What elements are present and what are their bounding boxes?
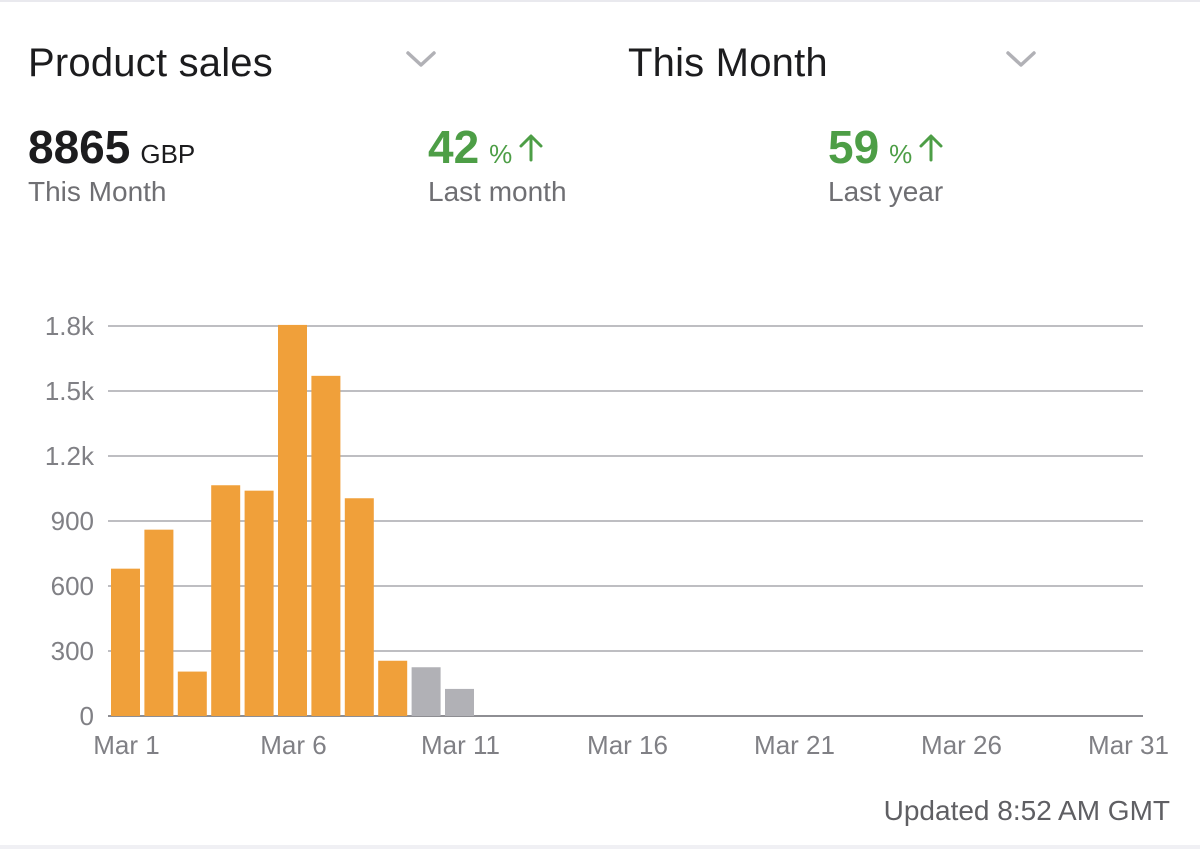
last-month-change-caption: Last month	[428, 176, 567, 207]
y-tick-label: 300	[51, 636, 94, 666]
chevron-down-icon[interactable]	[404, 48, 438, 75]
last-year-change-caption: Last year	[828, 176, 944, 207]
last-year-change-stat: 59 % Last year	[828, 120, 946, 208]
bar-mar-4[interactable]	[211, 485, 241, 716]
total-sales-unit: GBP	[140, 139, 196, 169]
y-tick-label: 1.5k	[45, 376, 95, 406]
x-tick-label: Mar 16	[587, 730, 668, 760]
last-month-change-value: 42	[428, 121, 480, 173]
x-tick-label: Mar 1	[93, 730, 159, 760]
y-tick-label: 600	[51, 571, 94, 601]
bar-mar-10[interactable]	[411, 667, 441, 716]
last-updated-timestamp: Updated 8:52 AM GMT	[883, 795, 1170, 826]
bar-mar-11[interactable]	[445, 688, 474, 716]
x-tick-label: Mar 26	[921, 730, 1002, 760]
y-tick-label: 900	[51, 506, 94, 536]
arrow-up-icon	[916, 133, 946, 168]
bar-mar-8[interactable]	[344, 498, 374, 716]
period-selector-label: This Month	[628, 40, 828, 85]
last-year-change-value: 59	[828, 121, 880, 173]
bar-mar-7[interactable]	[311, 375, 341, 716]
bar-mar-6[interactable]	[278, 324, 307, 716]
bar-mar-1[interactable]	[111, 568, 140, 716]
bar-mar-2[interactable]	[144, 529, 174, 716]
metric-selector-label: Product sales	[28, 40, 273, 85]
total-sales-stat: 8865 GBP This Month	[28, 120, 195, 208]
y-tick-label: 0	[80, 701, 94, 731]
last-month-change-stat: 42 % Last month	[428, 120, 567, 208]
total-sales-value: 8865	[28, 121, 131, 173]
total-sales-caption: This Month	[28, 176, 167, 207]
y-tick-label: 1.8k	[45, 311, 95, 341]
bar-mar-5[interactable]	[244, 490, 274, 716]
chevron-down-icon[interactable]	[1004, 48, 1038, 75]
last-year-change-unit: %	[889, 139, 913, 169]
bar-mar-9[interactable]	[378, 660, 408, 716]
bar-mar-3[interactable]	[177, 671, 207, 716]
metric-selector[interactable]: Product sales	[28, 38, 438, 88]
x-tick-label: Mar 21	[754, 730, 835, 760]
y-tick-label: 1.2k	[45, 441, 95, 471]
period-selector[interactable]: This Month	[628, 38, 1038, 88]
x-tick-label: Mar 6	[260, 730, 326, 760]
x-tick-label: Mar 11	[421, 730, 500, 760]
daily-sales-bar-chart: 0 300 600 900 1.2k 1.5k 1.8k Mar 1 Mar 6 Mar 11 Ma…	[45, 311, 1169, 760]
arrow-up-icon	[516, 133, 546, 168]
last-month-change-unit: %	[489, 139, 513, 169]
x-tick-label: Mar 31	[1088, 730, 1169, 760]
